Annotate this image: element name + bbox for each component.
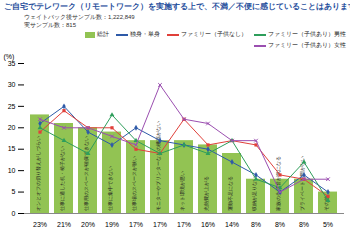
svg-text:仕事に適した机・椅子がない: 仕事に適した机・椅子がない: [59, 146, 65, 212]
html-text:独身・単身: 独身・単身: [130, 31, 160, 37]
html-text:ファミリー（子供あり）女性: ファミリー（子供あり）女性: [268, 42, 346, 48]
svg-text:仕事に集中できない: 仕事に集中できない: [107, 166, 113, 212]
svg-text:35: 35: [8, 60, 16, 67]
svg-text:その他: その他: [323, 195, 329, 211]
svg-text:25: 25: [8, 103, 16, 110]
svg-text:5: 5: [12, 188, 16, 195]
svg-text:仕事用のスペースが確保できない: 仕事用のスペースが確保できない: [83, 136, 89, 212]
svg-text:19%: 19%: [105, 221, 119, 227]
svg-text:8%: 8%: [275, 221, 285, 227]
svg-text:10: 10: [8, 167, 16, 174]
html-text:ファミリー（子供あり）男性: ファミリー（子供あり）男性: [268, 31, 346, 37]
svg-text:8%: 8%: [251, 221, 261, 227]
svg-text:30: 30: [8, 81, 16, 88]
html-text:実サンプル数：815: 実サンプル数：815: [24, 22, 76, 28]
svg-text:20%: 20%: [81, 221, 95, 227]
svg-text:オンとオフの切り替えがしづらい: オンとオフの切り替えがしづらい: [35, 136, 41, 211]
svg-text:8%: 8%: [299, 221, 309, 227]
svg-text:20: 20: [8, 124, 16, 131]
html-text:ウェイトバック後サンプル数：1,222,849: ウェイトバック後サンプル数：1,222,849: [24, 14, 135, 20]
svg-text:運動不足になる: 運動不足になる: [227, 176, 233, 211]
html-text:総計: 総計: [97, 31, 109, 37]
svg-text:17%: 17%: [177, 221, 191, 227]
svg-text:0: 0: [12, 210, 16, 217]
svg-text:17%: 17%: [153, 221, 167, 227]
svg-text:家族の生活音が気になる: 家族の生活音が気になる: [275, 155, 281, 211]
svg-text:仕事場のスペースが狭い: 仕事場のスペースが狭い: [131, 156, 137, 212]
svg-text:5%: 5%: [323, 221, 333, 227]
svg-text:ネット環境が悪い: ネット環境が悪い: [179, 171, 185, 211]
svg-text:収納が足りない: 収納が足りない: [251, 176, 257, 211]
svg-text:15: 15: [8, 145, 16, 152]
svg-text:プライベート空間がない: プライベート空間がない: [299, 155, 305, 211]
svg-text:(%): (%): [4, 53, 15, 61]
svg-text:17%: 17%: [129, 221, 143, 227]
svg-text:モニターやプリンターなどの機器がない: モニターやプリンターなどの機器がない: [155, 121, 161, 211]
svg-text:21%: 21%: [57, 221, 71, 227]
html-text:ファミリー（子供なし）: ファミリー（子供なし）: [181, 31, 247, 37]
svg-text:23%: 23%: [33, 221, 47, 227]
svg-text:光熱費が上がる: 光熱費が上がる: [203, 176, 209, 211]
svg-text:14%: 14%: [225, 221, 239, 227]
svg-text:16%: 16%: [201, 221, 215, 227]
